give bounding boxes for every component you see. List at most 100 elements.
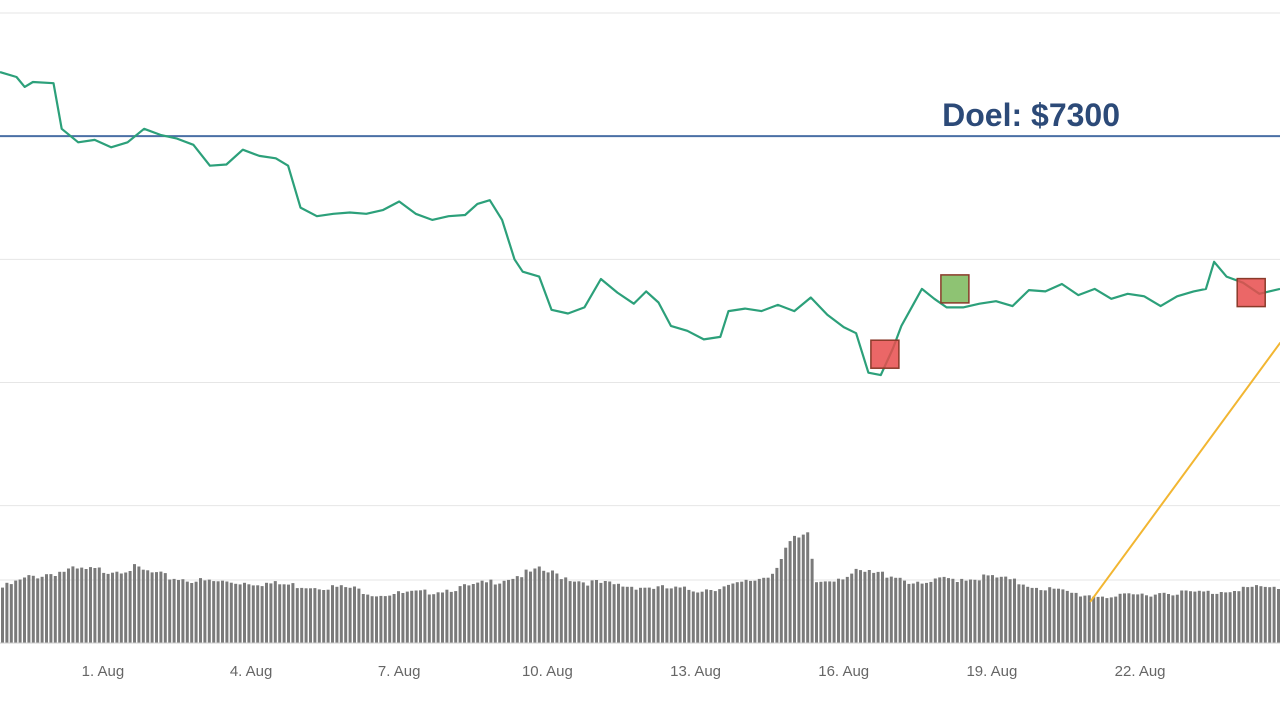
volume-bar <box>436 592 440 643</box>
volume-bar <box>881 571 884 643</box>
x-tick-label: 4. Aug <box>230 663 273 680</box>
target-line-group: Doel: $7300 <box>0 97 1280 138</box>
x-tick-label: 22. Aug <box>1115 663 1166 680</box>
volume-bar <box>1131 594 1135 643</box>
volume-bar <box>1030 587 1034 643</box>
volume-bar <box>823 581 827 643</box>
volume-bar <box>269 583 273 643</box>
volume-bar <box>357 588 361 643</box>
volume-bar <box>639 587 642 643</box>
volume-bar <box>1087 595 1091 643</box>
volume-bar <box>709 590 713 643</box>
volume-bar <box>999 576 1003 643</box>
volume-bar <box>947 578 950 643</box>
volume-bar <box>489 579 493 643</box>
volume-bar <box>867 570 871 643</box>
volume-bar <box>819 581 823 643</box>
volume-bar <box>401 593 405 643</box>
volume-bar <box>533 568 537 643</box>
volume-bar <box>348 587 352 643</box>
sell-marker <box>870 339 900 369</box>
volume-bar <box>1065 590 1069 643</box>
volume-bar <box>524 569 528 643</box>
volume-bar <box>449 591 453 643</box>
volume-bar <box>665 588 669 643</box>
volume-bar <box>31 575 35 643</box>
volume-bar <box>1167 594 1170 643</box>
volume-bar <box>225 581 229 643</box>
volume-bar <box>1162 592 1166 643</box>
volume-bar <box>432 594 436 643</box>
volume-bar <box>370 596 374 643</box>
volume-bar <box>546 572 550 643</box>
volume-bar <box>793 535 796 643</box>
volume-bar <box>683 586 686 643</box>
volume-bar <box>392 594 396 643</box>
volume-bar <box>859 570 862 643</box>
volume-bar <box>595 580 598 643</box>
volume-bar <box>1140 593 1144 643</box>
volume-bar <box>361 594 365 643</box>
volume-bar <box>1083 595 1087 643</box>
volume-bar <box>806 532 810 643</box>
volume-bar <box>159 571 163 643</box>
volume-bar <box>405 591 409 643</box>
volume-bar <box>93 568 97 643</box>
volume-bar <box>973 579 977 643</box>
volume-bar <box>1017 584 1021 643</box>
volume-bar <box>766 577 770 643</box>
volume-bar <box>850 573 854 643</box>
volume-bar <box>45 574 48 643</box>
volume-bar <box>938 577 942 643</box>
volume-bar <box>1246 587 1250 643</box>
volume-bar <box>353 586 356 643</box>
volume-bar <box>485 582 488 643</box>
volume-bar <box>419 590 422 643</box>
volume-bar <box>1 587 4 643</box>
volume-bar <box>731 583 735 643</box>
volume-bar <box>89 567 92 643</box>
volume-bar <box>1211 593 1214 643</box>
x-tick-label: 7. Aug <box>378 663 421 680</box>
volume-bar <box>740 581 744 643</box>
volume-bar <box>1026 586 1030 643</box>
volume-bar <box>907 583 911 643</box>
volume-bar <box>1255 585 1258 643</box>
volume-bar <box>251 585 255 643</box>
volume-bar <box>832 581 836 643</box>
volume-bar <box>511 578 515 643</box>
volume-bar <box>788 541 792 643</box>
volume-bar <box>744 579 748 643</box>
volume-bar <box>515 576 519 643</box>
volume-bar <box>427 594 431 643</box>
volume-bar <box>1259 586 1263 643</box>
volume-bar <box>317 589 321 643</box>
volume-bar <box>1074 592 1078 643</box>
volume-bar <box>977 580 981 643</box>
volume-bar <box>119 573 123 643</box>
volume-bar <box>238 584 242 643</box>
volume-bar <box>529 571 532 643</box>
volume-bar <box>181 579 185 643</box>
volume-bar <box>841 579 845 643</box>
x-tick-label: 19. Aug <box>966 663 1017 680</box>
volume-bar <box>1070 592 1074 643</box>
volume-bar <box>647 587 651 643</box>
buy-marker <box>940 274 970 304</box>
volume-bar <box>414 590 418 643</box>
volume-bar <box>815 582 818 643</box>
volume-bar <box>115 571 119 643</box>
trade-markers <box>870 274 1266 369</box>
volume-bar <box>287 584 290 643</box>
volume-bar <box>344 587 348 643</box>
volume-bar <box>991 575 994 643</box>
volume-bar <box>828 581 832 643</box>
volume-bar <box>1079 596 1082 643</box>
volume-bar <box>40 576 44 643</box>
volume-bar <box>757 578 761 643</box>
volume-bar <box>753 580 757 643</box>
volume-bar <box>397 591 400 643</box>
volume-bar <box>458 586 462 643</box>
volume-bar <box>1105 598 1109 643</box>
